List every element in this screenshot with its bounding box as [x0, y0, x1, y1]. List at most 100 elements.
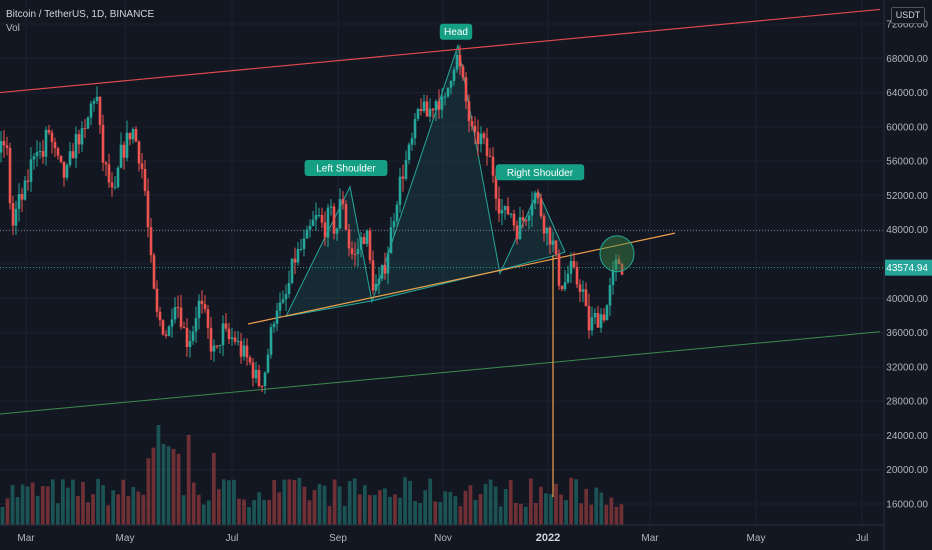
candle-body: [122, 144, 126, 158]
price-tick-label: 68000.00: [886, 54, 928, 65]
candle-body: [497, 198, 501, 214]
candle-body: [611, 269, 615, 286]
candle-body: [395, 204, 399, 222]
volume-bar: [60, 479, 65, 525]
candle-body: [593, 313, 597, 318]
volume-bar: [528, 478, 533, 525]
candle-body: [290, 258, 294, 283]
price-tick-label: 64000.00: [886, 88, 928, 99]
volume-bar: [443, 491, 448, 525]
candle-body: [458, 54, 462, 67]
volume-bar: [5, 498, 10, 525]
candle-body: [221, 323, 225, 346]
candle-body: [392, 221, 396, 228]
volume-bar: [25, 486, 30, 525]
volume-bar: [599, 492, 604, 525]
candle-body: [179, 307, 183, 328]
volume-bar: [453, 496, 458, 525]
volume-bar: [312, 490, 317, 525]
candle-body: [206, 309, 210, 328]
candle-body: [350, 248, 354, 254]
volume-bar: [201, 504, 206, 525]
candle-body: [272, 323, 276, 328]
candle-body: [464, 77, 468, 102]
candle-body: [614, 259, 618, 270]
volume-label[interactable]: Vol: [6, 23, 20, 34]
volume-bar: [35, 495, 40, 525]
candle-body: [65, 165, 69, 178]
volume-bar: [216, 489, 221, 525]
candle-body: [434, 101, 438, 111]
candle-body: [368, 230, 372, 261]
candle-body: [401, 176, 405, 179]
price-tick-label: 60000.00: [886, 122, 928, 133]
price-axis[interactable]: 16000.00 20000.00 24000.00 28000.00 32000.00…: [883, 0, 932, 550]
candle-body: [515, 225, 519, 240]
neckline: [247, 232, 676, 325]
candle-body: [560, 285, 564, 290]
candle-body: [188, 341, 192, 348]
candle-body: [95, 96, 99, 101]
volume-bar: [206, 500, 211, 525]
candle-body: [602, 314, 606, 321]
candle-body: [2, 140, 6, 146]
volume-bar: [327, 506, 332, 525]
volume-bar: [493, 486, 498, 525]
volume-bar: [523, 506, 528, 525]
candle-body: [86, 117, 90, 129]
candle-body: [383, 265, 387, 274]
candle-body: [224, 323, 228, 329]
candle-body: [152, 255, 156, 289]
candle-body: [491, 156, 495, 176]
candle-body: [98, 96, 102, 125]
candle-body: [569, 261, 573, 274]
candle-body: [233, 337, 237, 342]
candle-body: [113, 187, 117, 189]
candle-body: [44, 129, 48, 157]
candle-body: [26, 180, 30, 182]
volume-bar: [544, 493, 548, 525]
candle-body: [473, 126, 477, 133]
candle-body: [608, 285, 612, 306]
volume-bar: [257, 492, 261, 525]
candle-body: [245, 345, 249, 358]
candle-body: [17, 194, 21, 209]
volume-bar: [372, 494, 377, 525]
legend: Bitcoin / TetherUS, 1D, BINANCE Vol: [6, 9, 154, 34]
candle-body: [8, 148, 12, 204]
candle-body: [197, 300, 201, 319]
candle-body: [470, 121, 474, 127]
volume-bar: [352, 478, 357, 525]
candle-body: [161, 320, 165, 335]
price-tick-label: 48000.00: [886, 225, 928, 236]
price-tick-label: 20000.00: [886, 465, 928, 476]
candle-body: [29, 159, 33, 182]
candle-body: [299, 248, 303, 250]
candle-body: [146, 190, 150, 228]
volume-bar: [106, 505, 111, 525]
candle-body: [494, 175, 498, 199]
volume-bar: [247, 506, 251, 525]
time-axis[interactable]: Mar May Jul Sep Nov 2022 Mar May Jul: [0, 524, 884, 544]
candle-body: [20, 194, 24, 200]
candle-body: [101, 124, 105, 163]
time-tick-label: Jul: [856, 533, 869, 544]
volume-bar: [267, 499, 272, 525]
candle-body: [284, 294, 288, 300]
volume-bar: [20, 484, 25, 525]
candle-body: [38, 150, 42, 153]
symbol-title[interactable]: Bitcoin / TetherUS, 1D, BINANCE: [6, 9, 155, 20]
candle-body: [356, 249, 360, 255]
currency-button[interactable]: USDT: [891, 7, 925, 24]
candle-body: [263, 372, 267, 386]
volume-bar: [196, 494, 201, 525]
candle-body: [431, 108, 435, 111]
candle-body: [443, 96, 447, 98]
volume-bar: [81, 481, 85, 525]
volume-bar: [458, 506, 463, 525]
lower-channel-line: [0, 331, 881, 415]
price-tick-label: 16000.00: [886, 500, 928, 511]
price-tick-label: 72000.00: [886, 20, 928, 31]
candle-body: [80, 128, 84, 145]
